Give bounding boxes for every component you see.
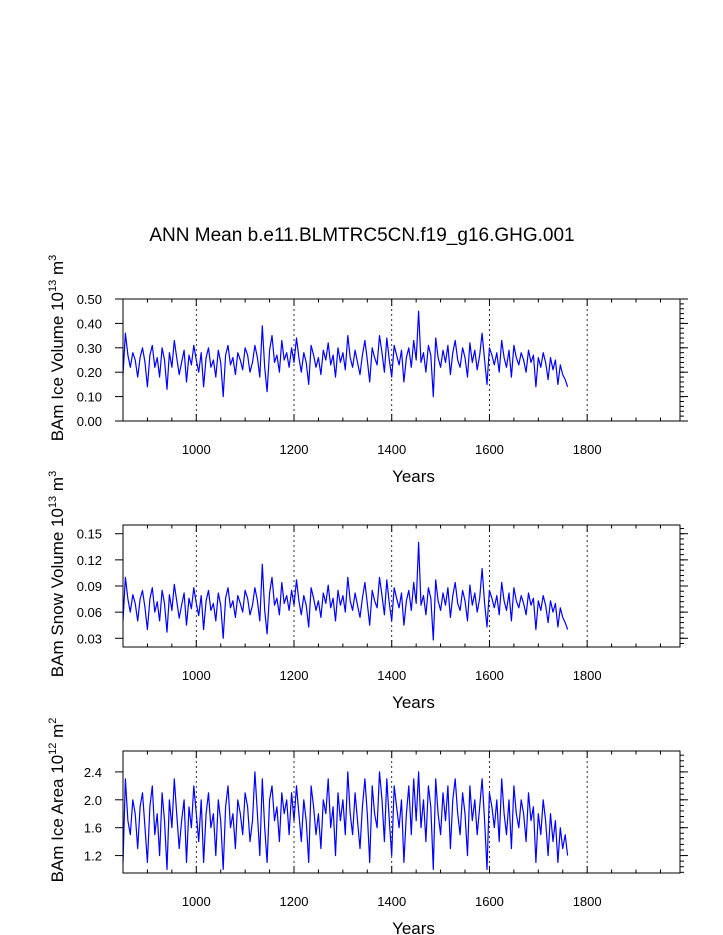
y-tick-label: 2.0 — [84, 793, 102, 808]
y-tick-label: 1.6 — [84, 821, 102, 836]
data-line — [122, 771, 569, 871]
y-tick-label: 0.06 — [77, 605, 102, 620]
y-tick-label: 0.00 — [77, 414, 102, 429]
x-tick-label: 1000 — [182, 668, 211, 683]
x-tick-label: 1200 — [280, 668, 309, 683]
y-tick-label: 0.03 — [77, 631, 102, 646]
figure-title: ANN Mean b.e11.BLMTRC5CN.f19_g16.GHG.001 — [149, 225, 574, 246]
x-tick-label: 1000 — [182, 894, 211, 909]
panels: 1000 1200 1400 1600 1800 0.00 0.10 0.20 0.30 0.40… — [47, 255, 688, 935]
y-tick-label: 0.20 — [77, 365, 102, 380]
y-axis-label: BAm Ice Area 1012 m2 — [47, 718, 67, 883]
x-tick-label: 1800 — [573, 894, 602, 909]
x-tick-label: 1800 — [573, 668, 602, 683]
x-axis-label: Years — [392, 693, 435, 712]
plot-frame — [122, 750, 681, 874]
data-line — [122, 541, 569, 641]
y-tick-label: 0.40 — [77, 316, 102, 331]
x-tick-label: 1600 — [475, 668, 504, 683]
y-tick-label: 0.09 — [77, 579, 102, 594]
plot-frame — [122, 298, 681, 422]
y-tick-label: 0.10 — [77, 390, 102, 405]
x-tick-label: 1400 — [377, 894, 406, 909]
x-axis-label: Years — [392, 919, 435, 935]
data-line — [122, 310, 569, 398]
y-axis-label: BAm Snow Volume 1013 m3 — [47, 471, 67, 677]
x-tick-label: 1200 — [280, 894, 309, 909]
x-tick-label: 1000 — [182, 442, 211, 457]
y-tick-label: 0.30 — [77, 341, 102, 356]
y-tick-label: 2.4 — [84, 765, 102, 780]
y-tick-label: 0.15 — [77, 527, 102, 542]
y-tick-label: 1.2 — [84, 849, 102, 864]
panel-1: 1000 1200 1400 1600 1800 0.00 0.10 0.20 0.30 0.40… — [47, 255, 688, 486]
plot-frame — [122, 524, 681, 648]
panel-2: 1000 1200 1400 1600 1800 0.03 0.06 0.09 0.12 0.15… — [47, 471, 688, 712]
y-axis-label: BAm Ice Volume 1013 m3 — [47, 255, 67, 442]
x-tick-label: 1400 — [377, 442, 406, 457]
x-tick-label: 1400 — [377, 668, 406, 683]
x-axis-label: Years — [392, 467, 435, 486]
x-tick-label: 1600 — [475, 442, 504, 457]
x-tick-label: 1200 — [280, 442, 309, 457]
x-tick-label: 1800 — [573, 442, 602, 457]
x-tick-label: 1600 — [475, 894, 504, 909]
y-tick-label: 0.50 — [77, 292, 102, 307]
y-tick-label: 0.12 — [77, 553, 102, 568]
panel-3: 1000 1200 1400 1600 1800 1.2 1.6 2.0 2.4 Years BAm… — [47, 718, 688, 935]
